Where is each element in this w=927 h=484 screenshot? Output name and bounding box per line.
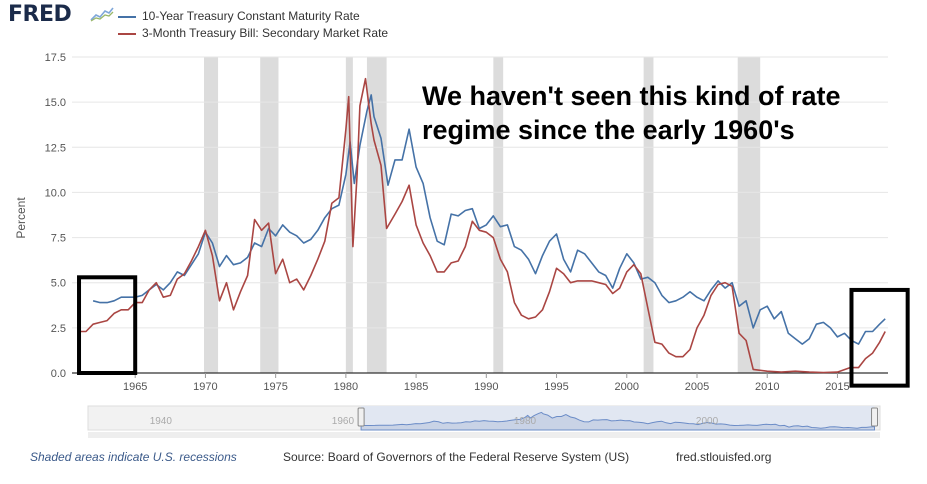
source-url-link[interactable]: fred.stlouisfed.org — [676, 450, 772, 464]
x-tick-label: 1995 — [544, 381, 568, 393]
recession-band — [204, 57, 219, 373]
x-tick-label: 2010 — [755, 381, 779, 393]
y-axis-ticks: 0.0 2.5 5.0 7.5 10.0 12.5 15.0 17.5 — [45, 52, 66, 380]
y-tick-label: 0.0 — [51, 368, 66, 380]
recession-band — [493, 57, 504, 373]
legend-swatch-3m — [118, 32, 136, 35]
legend-label-10y: 10-Year Treasury Constant Maturity Rate — [142, 9, 360, 23]
x-tick-label: 1965 — [123, 381, 147, 393]
y-tick-label: 15.0 — [45, 97, 66, 109]
grid-lines — [72, 56, 888, 374]
navigator-handle[interactable] — [357, 407, 365, 427]
x-tick-label: 1970 — [193, 381, 217, 393]
x-axis-ticks: 1965 1970 1975 1980 1985 1990 1995 2000 2005 2010… — [123, 373, 850, 393]
highlight-boxes — [77, 275, 910, 388]
legend-label-3m: 3-Month Treasury Bill: Secondary Market … — [142, 26, 389, 40]
navigator-tick-label: 1980 — [514, 416, 537, 427]
chart-header: FRED 10-Year Treasury Constant Maturity … — [0, 0, 927, 44]
range-navigator[interactable]: 1940 1960 1980 2000 — [87, 405, 881, 438]
highlight-box — [849, 287, 910, 388]
recession-note: Shaded areas indicate U.S. recessions — [30, 450, 237, 464]
recession-shading — [204, 57, 761, 373]
logo-graph-icon — [90, 7, 114, 22]
x-tick-label: 2005 — [685, 381, 709, 393]
x-tick-label: 2015 — [825, 381, 849, 393]
x-tick-label: 1975 — [263, 381, 287, 393]
x-tick-label: 2000 — [615, 381, 639, 393]
navigator-series-area — [360, 411, 875, 431]
fred-logo[interactable]: FRED — [8, 2, 72, 27]
series-lines — [79, 77, 886, 374]
navigator-handle[interactable] — [871, 407, 879, 427]
y-axis-label: Percent — [14, 197, 28, 239]
recession-band — [366, 57, 387, 373]
navigator-scrollbar-track — [88, 432, 880, 438]
legend-swatch-10y — [118, 15, 136, 18]
y-tick-label: 2.5 — [51, 323, 66, 335]
recession-band — [643, 57, 654, 373]
source-note: Source: Board of Governors of the Federa… — [283, 450, 630, 464]
navigator-tick-label: 1960 — [332, 416, 355, 427]
recession-band — [345, 57, 353, 373]
chart-annotation: We haven't seen this kind of rate regime… — [422, 81, 841, 145]
y-tick-label: 17.5 — [45, 52, 66, 64]
navigator-tick-label: 2000 — [696, 416, 719, 427]
x-tick-label: 1985 — [404, 381, 428, 393]
x-tick-label: 1980 — [334, 381, 358, 393]
recession-band — [260, 57, 279, 373]
series-line-10y — [92, 94, 886, 345]
y-tick-label: 10.0 — [45, 187, 66, 199]
y-tick-label: 5.0 — [51, 278, 66, 290]
y-tick-label: 7.5 — [51, 233, 66, 245]
highlight-box — [77, 275, 138, 376]
series-line-3m — [79, 77, 886, 374]
y-tick-label: 12.5 — [45, 142, 66, 154]
legend-item-10y[interactable]: 10-Year Treasury Constant Maturity Rate — [118, 9, 360, 23]
x-tick-label: 1990 — [474, 381, 498, 393]
navigator-tick-label: 1940 — [150, 416, 173, 427]
recession-band — [737, 57, 761, 373]
legend-item-3m[interactable]: 3-Month Treasury Bill: Secondary Market … — [118, 26, 388, 40]
